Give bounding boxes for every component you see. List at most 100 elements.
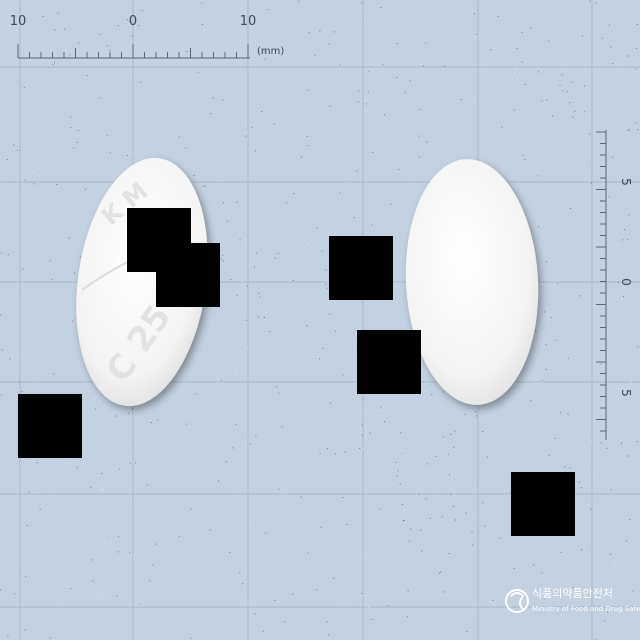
speckle [339, 64, 341, 66]
speckle [610, 489, 612, 491]
speckle [258, 292, 260, 294]
speckle [423, 473, 425, 475]
speckle [224, 508, 226, 509]
speckle [402, 608, 404, 610]
speckle [100, 595, 102, 597]
speckle [76, 266, 78, 268]
speckle [465, 413, 466, 415]
speckle [636, 441, 638, 442]
speckle [118, 536, 119, 538]
speckle [443, 591, 445, 593]
speckle [107, 45, 108, 47]
speckle [552, 406, 554, 408]
speckle [25, 576, 27, 578]
speckle [392, 143, 394, 145]
speckle [119, 468, 121, 470]
speckle [512, 423, 514, 425]
speckle [97, 12, 99, 14]
speckle [70, 127, 72, 128]
speckle [380, 406, 382, 408]
speckle [70, 524, 72, 525]
speckle [78, 134, 80, 136]
speckle [541, 100, 543, 102]
speckle [109, 611, 111, 613]
speckle [470, 108, 472, 110]
speckle [542, 593, 544, 595]
speckle [612, 156, 614, 158]
speckle [54, 61, 55, 63]
speckle [422, 65, 424, 67]
speckle [615, 443, 617, 445]
speckle [24, 179, 26, 181]
speckle [110, 483, 112, 485]
speckle [91, 559, 93, 561]
speckle [132, 152, 134, 154]
speckle [66, 586, 68, 587]
speckle [221, 380, 222, 382]
speckle [516, 48, 518, 50]
speckle [51, 501, 53, 503]
speckle [235, 369, 237, 371]
speckle [212, 340, 214, 342]
speckle [334, 31, 335, 33]
speckle [538, 437, 540, 439]
speckle [210, 113, 212, 115]
speckle [325, 269, 327, 271]
speckle [307, 243, 309, 245]
speckle [453, 506, 454, 508]
redaction-box [18, 394, 82, 458]
speckle [280, 311, 282, 313]
logo-korean-text: 식품의약품안전처 [532, 586, 613, 600]
speckle [99, 97, 101, 99]
speckle [530, 59, 532, 61]
speckle [361, 592, 363, 594]
speckle [109, 50, 111, 51]
speckle [377, 409, 379, 411]
speckle [255, 435, 257, 437]
ruler-right-label: 5 [619, 178, 633, 186]
speckle [33, 377, 34, 379]
speckle [22, 268, 24, 270]
speckle [615, 455, 617, 457]
speckle [547, 97, 549, 99]
speckle [572, 587, 574, 589]
speckle [399, 471, 401, 473]
speckle [635, 68, 637, 70]
speckle [285, 106, 287, 108]
speckle [62, 296, 64, 298]
speckle [65, 335, 67, 337]
speckle [515, 67, 516, 68]
speckle [361, 424, 363, 426]
speckle [521, 32, 523, 34]
speckle [70, 588, 72, 590]
speckle [559, 84, 561, 86]
speckle [6, 158, 8, 160]
speckle [362, 447, 364, 449]
speckle [604, 471, 606, 473]
speckle [43, 538, 45, 540]
speckle [14, 552, 16, 554]
speckle [525, 613, 527, 614]
speckle [429, 517, 431, 519]
speckle [28, 177, 30, 179]
speckle [346, 524, 348, 525]
speckle [156, 147, 158, 148]
speckle [425, 391, 427, 392]
speckle [132, 408, 133, 410]
speckle [538, 71, 539, 73]
speckle [524, 158, 526, 160]
speckle [239, 572, 241, 574]
speckle [78, 42, 79, 44]
speckle [265, 532, 267, 534]
speckle [256, 252, 258, 254]
speckle [11, 133, 13, 135]
speckle [222, 254, 224, 256]
speckle [410, 507, 412, 509]
speckle [497, 449, 499, 451]
speckle [95, 408, 97, 410]
speckle [601, 613, 603, 614]
speckle [513, 567, 515, 569]
speckle [572, 116, 574, 118]
speckle [186, 423, 188, 425]
speckle [84, 188, 86, 190]
